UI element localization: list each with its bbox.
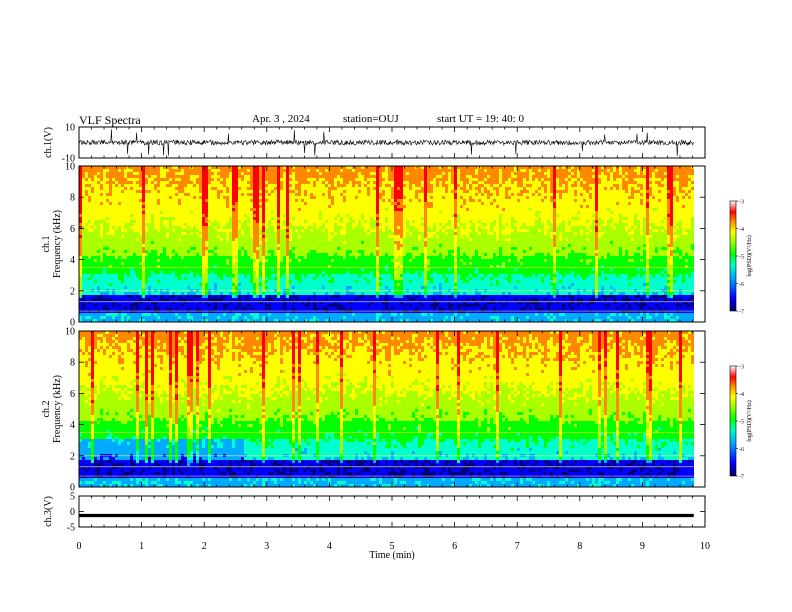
colorbar-tick-label: -4 xyxy=(739,392,744,398)
colorbar-tick-label: -7 xyxy=(739,475,744,481)
colorbar-tick-label: -5 xyxy=(739,420,744,426)
y-tick-label: 0 xyxy=(70,507,75,518)
x-tick-label: 7 xyxy=(515,541,520,552)
colorbar-label: log(PSD)(V²/Hz) xyxy=(746,400,753,441)
y-axis-label: ch.1(V) xyxy=(43,127,54,158)
colorbar-tick-label: -6 xyxy=(739,282,744,288)
x-tick-label: 5 xyxy=(390,541,395,552)
ch2-spectrogram-colorbar: -3 -4 -5 -6 -7 log(PSD)(V²/Hz) xyxy=(729,365,753,481)
date-label: Apr. 3 , 2024 xyxy=(252,113,310,125)
station-label: station=OUJ xyxy=(343,113,399,125)
y-tick-label: 8 xyxy=(70,358,75,369)
y-axis-label: ch.2 xyxy=(41,401,52,418)
y-tick-label: 4 xyxy=(70,255,75,266)
y-tick-label: 8 xyxy=(70,193,75,204)
y-axis-label: ch.1 xyxy=(41,236,52,253)
ch1-spectrogram-colorbar: -3 -4 -5 -6 -7 log(PSD)(V²/Hz) xyxy=(729,200,753,316)
y-axis-label: Frequency (kHz) xyxy=(52,375,63,443)
x-tick-label: 1 xyxy=(139,541,144,552)
y-tick-label: -5 xyxy=(67,523,75,534)
x-axis-label: Time (min) xyxy=(369,550,414,561)
x-tick-label: 3 xyxy=(264,541,269,552)
colorbar-label: log(PSD)(V²/Hz) xyxy=(746,235,753,276)
ch1-spectrogram xyxy=(79,166,694,323)
ch2-spectrogram xyxy=(79,331,694,488)
y-tick-label: 10 xyxy=(65,162,75,173)
y-tick-label: 2 xyxy=(70,451,75,462)
colorbar-tick-label: -5 xyxy=(739,255,744,261)
y-tick-label: 0 xyxy=(70,318,75,329)
x-tick-label: 4 xyxy=(327,541,332,552)
y-axis-label: ch.3(V) xyxy=(43,496,54,527)
x-tick-label: 10 xyxy=(700,541,710,552)
colorbar-tick-label: -3 xyxy=(739,365,744,371)
x-tick-label: 0 xyxy=(77,541,82,552)
y-tick-label: 4 xyxy=(70,420,75,431)
y-tick-label: 5 xyxy=(70,492,75,503)
colorbar-tick-label: -7 xyxy=(739,310,744,316)
y-tick-label: 0 xyxy=(70,483,75,494)
y-tick-label: -10 xyxy=(62,154,75,165)
colorbar-tick-label: -6 xyxy=(739,447,744,453)
x-tick-label: 8 xyxy=(577,541,582,552)
colorbar-tick-label: -3 xyxy=(739,200,744,206)
y-axis-label: Frequency (kHz) xyxy=(52,210,63,278)
y-tick-label: 2 xyxy=(70,286,75,297)
chart-title: VLF Spectra xyxy=(79,113,141,128)
ch1-trace xyxy=(78,129,694,157)
x-tick-label: 6 xyxy=(452,541,457,552)
x-tick-label: 2 xyxy=(202,541,207,552)
start-time-label: start UT = 19: 40: 0 xyxy=(437,113,524,125)
x-tick-label: 9 xyxy=(640,541,645,552)
y-tick-label: 6 xyxy=(70,224,75,235)
y-tick-label: 6 xyxy=(70,389,75,400)
y-tick-label: 10 xyxy=(65,327,75,338)
y-tick-label: 10 xyxy=(65,123,75,134)
colorbar-tick-label: -4 xyxy=(739,227,744,233)
